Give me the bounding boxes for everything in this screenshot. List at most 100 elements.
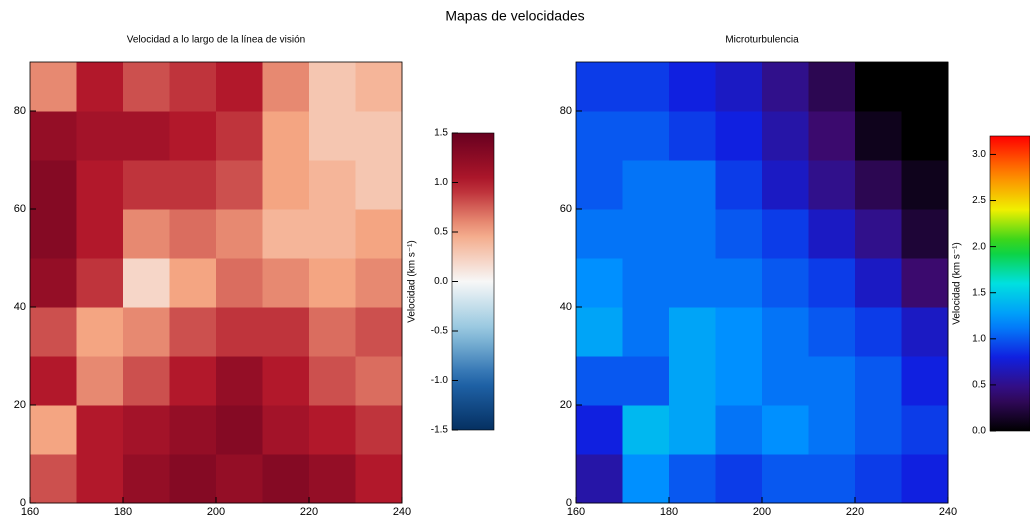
heatmap-cell (77, 258, 124, 308)
heatmap-cell (77, 356, 124, 406)
heatmap-cell (855, 62, 902, 112)
chart-title: Velocidad a lo largo de la línea de visi… (127, 35, 305, 46)
heatmap-cell (855, 209, 902, 259)
heatmap-cell (216, 454, 263, 504)
heatmap-cell (623, 209, 670, 259)
y-tick-label: 0 (566, 497, 572, 509)
heatmap-cell (30, 405, 77, 455)
heatmap-cell (216, 405, 263, 455)
heatmap-cell (716, 111, 763, 161)
heatmap-cell (855, 111, 902, 161)
heatmap-cell (263, 209, 310, 259)
heatmap-cell (216, 209, 263, 259)
x-tick-label: 240 (393, 506, 411, 518)
heatmap-cell (356, 405, 403, 455)
heatmap-cell (855, 307, 902, 357)
heatmap-cell (309, 307, 356, 357)
heatmap-cell (576, 405, 623, 455)
x-tick-label: 240 (939, 506, 957, 518)
heatmap-cell (170, 454, 217, 504)
y-tick-label: 20 (560, 399, 572, 411)
colorbar-tick-label: 0.5 (972, 380, 986, 391)
heatmap-cell (669, 405, 716, 455)
heatmap-cell (669, 209, 716, 259)
heatmap-cell (809, 405, 856, 455)
heatmap-cell (809, 258, 856, 308)
heatmap-cell (216, 258, 263, 308)
heatmap-cell (263, 160, 310, 210)
heatmap-cell (623, 356, 670, 406)
heatmap-cell (716, 307, 763, 357)
heatmap-cell (309, 160, 356, 210)
heatmap-cell (216, 111, 263, 161)
heatmap-cell (123, 111, 170, 161)
heatmap-cell (716, 62, 763, 112)
heatmap-cell (576, 258, 623, 308)
x-tick-label: 200 (753, 506, 771, 518)
heatmap-cell (669, 62, 716, 112)
y-tick-label: 40 (14, 301, 26, 313)
heatmap-cell (623, 405, 670, 455)
heatmap-cell (576, 209, 623, 259)
heatmap-cell (30, 209, 77, 259)
heatmap-cell (170, 405, 217, 455)
heatmap-cell (716, 454, 763, 504)
heatmap-cell (809, 160, 856, 210)
heatmap-cell (123, 405, 170, 455)
heatmap-cell (170, 160, 217, 210)
heatmap-cell (902, 258, 949, 308)
heatmap-cell (263, 258, 310, 308)
heatmap-cell (263, 62, 310, 112)
heatmap-cell (902, 62, 949, 112)
heatmap-cell (263, 111, 310, 161)
heatmap-cell (576, 62, 623, 112)
heatmap-cell (356, 454, 403, 504)
x-tick-label: 180 (114, 506, 132, 518)
heatmap-cell (669, 258, 716, 308)
colorbar-tick-label: 3.0 (972, 149, 986, 160)
y-tick-label: 40 (560, 301, 572, 313)
colorbar-tick-label: -0.5 (431, 326, 449, 337)
heatmap-cell (170, 356, 217, 406)
heatmap-cell (855, 454, 902, 504)
heatmap-cell (123, 307, 170, 357)
y-tick-label: 60 (560, 203, 572, 215)
heatmap-cell (263, 454, 310, 504)
heatmap-cell (123, 62, 170, 112)
heatmap-cell (77, 454, 124, 504)
heatmap-cell (762, 160, 809, 210)
heatmap-cell (30, 62, 77, 112)
heatmap-cell (669, 160, 716, 210)
heatmap-cell (30, 111, 77, 161)
heatmap-cell (623, 111, 670, 161)
heatmap-cell (762, 111, 809, 161)
heatmap-cell (762, 307, 809, 357)
y-tick-label: 80 (14, 105, 26, 117)
heatmap-cell (716, 356, 763, 406)
heatmap-cell (356, 356, 403, 406)
heatmap-cell (855, 405, 902, 455)
heatmap-cell (576, 111, 623, 161)
heatmap-cell (170, 307, 217, 357)
heatmap-cell (809, 356, 856, 406)
heatmap-cell (716, 209, 763, 259)
colorbar-tick-label: -1.0 (431, 375, 449, 386)
colorbar-tick-label: -1.5 (431, 425, 449, 436)
heatmap-cell (30, 160, 77, 210)
heatmap-cell (669, 454, 716, 504)
heatmap-cell (809, 209, 856, 259)
heatmap-cell (216, 62, 263, 112)
heatmap-cell (576, 454, 623, 504)
y-tick-label: 60 (14, 203, 26, 215)
heatmap-cell (902, 454, 949, 504)
heatmap-cell (902, 209, 949, 259)
x-tick-label: 180 (660, 506, 678, 518)
heatmap-cell (309, 111, 356, 161)
heatmap-cell (902, 307, 949, 357)
heatmap-cell (309, 405, 356, 455)
heatmap-cell (77, 307, 124, 357)
heatmap-cell (216, 356, 263, 406)
colorbar-tick-label: 1.5 (434, 128, 448, 139)
colorbar-label: Velocidad (km s⁻¹) (952, 242, 963, 325)
colorbar-tick-label: 0.0 (434, 276, 448, 287)
